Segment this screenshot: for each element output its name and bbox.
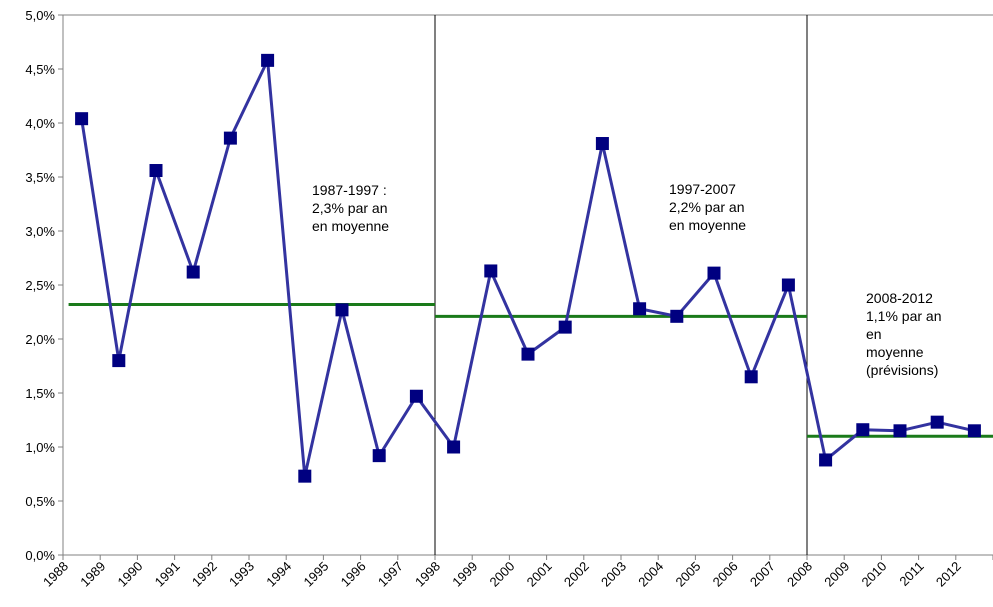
data-point (856, 423, 870, 437)
x-tick-label: 2010 (858, 559, 889, 590)
period-annotation: 2008-2012 1,1% par an en moyenne (prévisions… (866, 290, 942, 378)
period-annotation: 1997-2007 2,2% par an en moyenne (669, 181, 746, 233)
x-tick-label: 2008 (784, 559, 815, 590)
data-point (707, 266, 721, 280)
data-point (558, 320, 572, 334)
x-tick-label: 1999 (449, 559, 480, 590)
data-point (447, 440, 461, 454)
x-tick-label: 2009 (821, 559, 852, 590)
data-point (223, 131, 237, 145)
data-point (893, 424, 907, 438)
x-tick-label: 2004 (635, 559, 666, 590)
annotation-line: 1,1% par an (866, 308, 942, 324)
data-point (484, 264, 498, 278)
data-point (75, 112, 89, 126)
data-point (409, 389, 423, 403)
series (75, 53, 981, 483)
x-tick-label: 1992 (189, 559, 220, 590)
annotation-line: 2,3% par an (312, 200, 388, 216)
y-tick-label: 0,5% (25, 494, 55, 509)
x-tick-label: 1993 (226, 559, 257, 590)
data-point (930, 415, 944, 429)
data-point (967, 424, 981, 438)
x-tick-label: 1997 (375, 559, 406, 590)
x-tick-label: 1990 (114, 559, 145, 590)
data-point (372, 449, 386, 463)
y-tick-label: 4,0% (25, 116, 55, 131)
x-tick-label: 1988 (40, 559, 71, 590)
y-tick-label: 5,0% (25, 8, 55, 23)
y-tick-label: 0,0% (25, 548, 55, 563)
annotation-line: moyenne (866, 344, 924, 360)
data-point (261, 53, 275, 67)
data-point (595, 137, 609, 151)
x-tick-label: 1996 (338, 559, 369, 590)
data-point (819, 453, 833, 467)
average-lines (68, 302, 993, 438)
y-tick-label: 3,5% (25, 170, 55, 185)
x-tick-label: 2005 (672, 559, 703, 590)
x-tick-label: 2012 (933, 559, 964, 590)
axes: 0,0% 0,5% 1,0% 1,5% 2,0% 2,5% 3,0% 3,5% 4,0% 4,5%… (25, 8, 993, 590)
annotation-line: en moyenne (312, 218, 389, 234)
period-annotation: 1987-1997 : 2,3% par an en moyenne (312, 182, 389, 234)
x-tick-label: 2003 (598, 559, 629, 590)
x-tick-label: 2011 (896, 559, 926, 589)
annotation-line: 1987-1997 : (312, 182, 387, 198)
annotation-line: 2008-2012 (866, 290, 933, 306)
y-tick-label: 2,5% (25, 278, 55, 293)
y-tick-label: 2,0% (25, 332, 55, 347)
data-point (633, 302, 647, 316)
annotation-line: (prévisions) (866, 362, 938, 378)
x-tick-label: 2000 (486, 559, 517, 590)
annotation-line: 1997-2007 (669, 181, 736, 197)
data-point (670, 309, 684, 323)
x-tick-label: 2001 (524, 559, 555, 590)
data-point (744, 370, 758, 384)
data-point (112, 354, 126, 368)
y-tick-label: 4,5% (25, 62, 55, 77)
x-tick-label: 2002 (561, 559, 592, 590)
y-tick-label: 3,0% (25, 224, 55, 239)
series-line (80, 58, 975, 478)
x-tick-label: 1994 (263, 559, 294, 590)
y-tick-label: 1,5% (25, 386, 55, 401)
x-tick-label: 1991 (152, 559, 183, 590)
y-tick-label: 1,0% (25, 440, 55, 455)
data-point (298, 469, 312, 483)
x-tick-label: 1995 (300, 559, 331, 590)
data-point (521, 347, 535, 361)
period-dividers (434, 15, 808, 555)
data-point (186, 265, 200, 279)
annotation-line: en moyenne (669, 217, 746, 233)
x-tick-label: 2007 (747, 559, 778, 590)
data-point (781, 278, 795, 292)
annotation-line: en (866, 326, 882, 342)
annotation-line: 2,2% par an (669, 199, 745, 215)
x-tick-label: 1989 (77, 559, 108, 590)
x-tick-label: 2006 (710, 559, 741, 590)
data-point (335, 303, 349, 317)
x-tick-label: 1998 (412, 559, 443, 590)
data-point (149, 164, 163, 178)
